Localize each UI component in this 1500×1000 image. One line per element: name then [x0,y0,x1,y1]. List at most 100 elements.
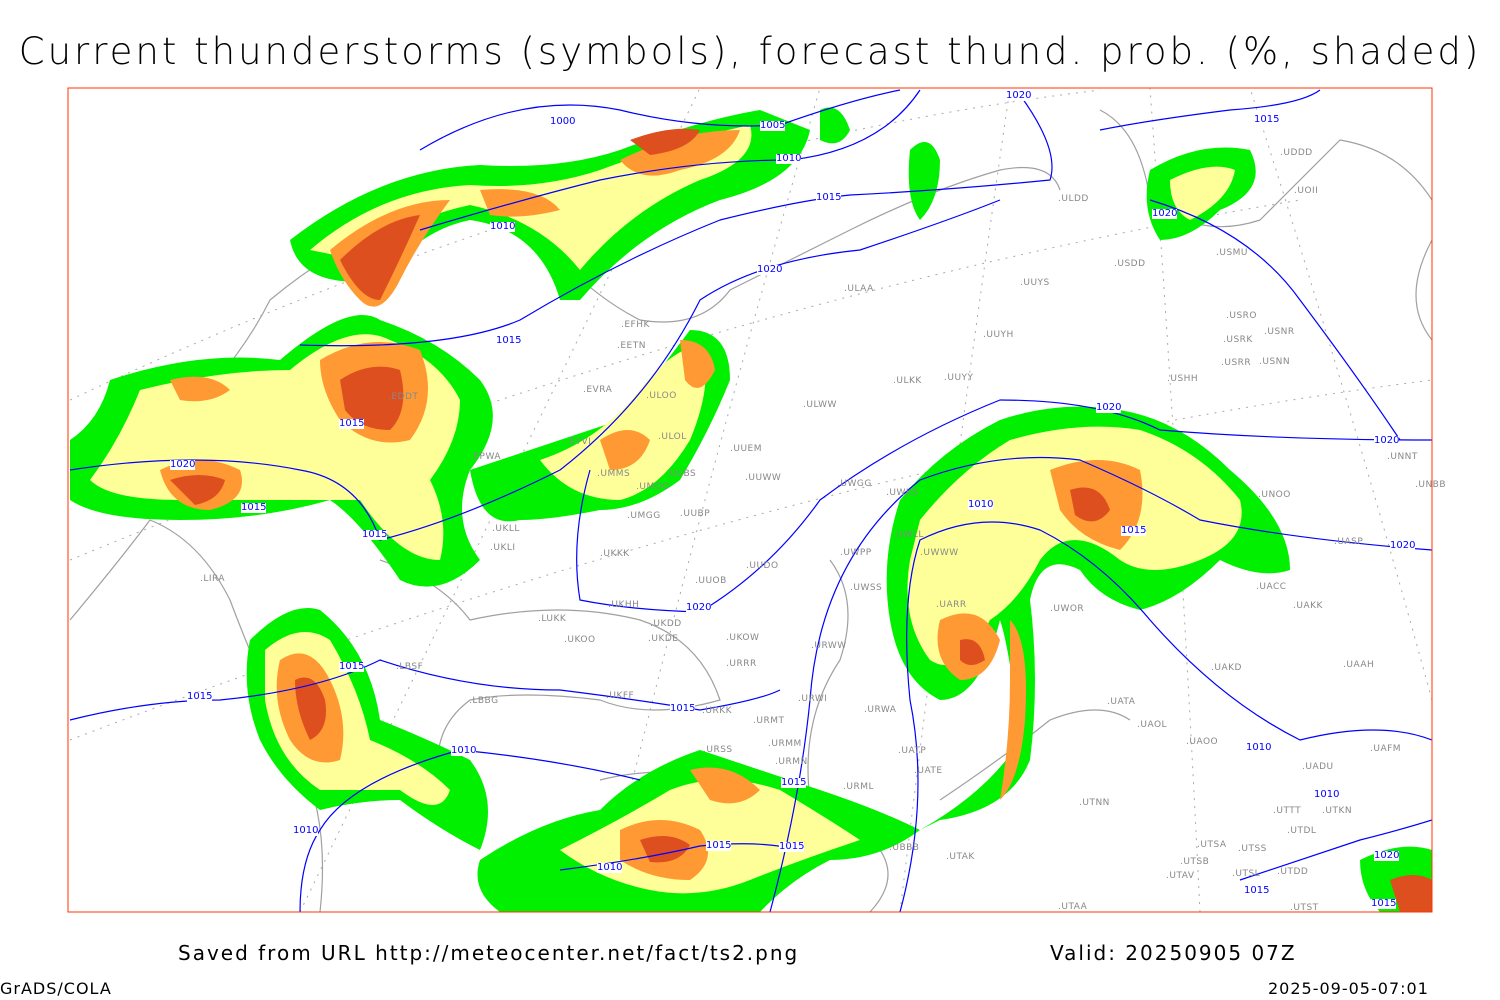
station-label: .URKK [702,706,733,716]
isobar-label: 1015 [187,691,213,702]
isobar-label: 1015 [706,840,732,851]
station-label: .UAFM [1370,744,1402,754]
station-label: .UUYY [944,373,974,383]
station-label: .UTAA [1058,902,1088,912]
station-label: .UNOO [1258,490,1291,500]
source-url-text: Saved from URL http://meteocenter.net/fa… [178,941,800,965]
isobar-label: 1010 [1314,789,1340,800]
station-label: .UKDD [650,619,682,629]
station-label: .UKOO [564,635,596,645]
station-label: .ULOL [658,432,687,442]
station-label: .UACC [1256,582,1287,592]
station-label: .UWWW [920,548,959,558]
station-label: .UUBP [680,509,711,519]
isobar-label: 1010 [968,499,994,510]
thunderstorm-probability-shading [70,107,1432,912]
station-label: .UKFF [606,691,635,701]
isobar-label: 1005 [760,120,786,131]
station-label: .UKDE [648,634,679,644]
station-label: .UTAV [1166,871,1195,881]
station-label: .USHH [1167,374,1199,384]
station-label: .USRO [1226,311,1257,321]
software-credit: GrADS/COLA [0,979,112,998]
station-label: .UAKD [1211,663,1242,673]
station-label: .UKLI [490,543,516,553]
station-label: .USDD [1114,259,1146,269]
station-label: .UTSB [1180,857,1210,867]
isobar-label: 1010 [451,745,477,756]
station-label: .UASP [1334,537,1364,547]
station-label: .URMM [768,739,802,749]
station-label: .UARR [936,600,967,610]
station-label: .URWI [798,694,828,704]
station-label: .UWPP [840,548,872,558]
station-label: .UUYH [983,330,1014,340]
isobar-label: 1015 [816,192,842,203]
station-label: .UTSL [1232,869,1261,879]
station-label: .EFHK [621,320,650,330]
isobar-label: 1020 [1390,540,1416,551]
station-label: .UAOO [1186,737,1219,747]
station-label: .UWOR [1050,604,1085,614]
station-label: .UMMS [597,469,631,479]
station-label: .UKHH [608,600,640,610]
isobar-label: 1020 [1374,435,1400,446]
station-label: .UWLL [893,530,924,540]
station-label: .EDDT [388,392,419,402]
map-title: Current thunderstorms (symbols), forecas… [18,30,1482,73]
isobar-label: 1010 [490,221,516,232]
station-label: .UKKK [600,549,630,559]
station-label: .UTST [1290,903,1319,913]
isobar-label: 1020 [170,459,196,470]
isobar-label: 1015 [1121,525,1147,536]
isobar-label: 1015 [779,841,805,852]
isobar-label: 1020 [1096,402,1122,413]
station-label: .URML [843,782,874,792]
isobar-label: 1015 [362,529,388,540]
station-label: .USNN [1259,357,1291,367]
station-label: .URMN [775,757,808,767]
isobar-label: 1020 [686,602,712,613]
isobar-label: 1010 [1246,742,1272,753]
station-label: .UDDD [1280,148,1313,158]
isobar-label: 1015 [339,661,365,672]
station-label: .UATA [1107,697,1136,707]
station-label: .UNBB [1415,480,1447,490]
station-label: .USRK [1223,335,1253,345]
station-label: .USRR [1221,358,1252,368]
valid-time-text: Valid: 20250905 07Z [1050,941,1297,965]
station-label: .UTKN [1322,806,1353,816]
isobar-label: 1015 [670,703,696,714]
station-label: .UAKK [1293,601,1323,611]
station-label: .UKLL [492,524,520,534]
station-label: .UWSS [850,583,883,593]
station-label: .UATP [898,746,927,756]
isobar-label: 1015 [781,777,807,788]
station-label: .URWW [811,641,847,651]
station-label: .UTTT [1273,806,1302,816]
station-label: .UUYS [1020,278,1050,288]
station-label: .LBBG [469,696,499,706]
station-label: .UUWW [745,473,782,483]
station-label: .UNNT [1387,452,1418,462]
isobar-label: 1020 [1152,208,1178,219]
station-label: .UAOL [1137,720,1168,730]
station-label: .UTNN [1079,798,1110,808]
isobar-label: 1015 [339,418,365,429]
station-label: .EETN [617,341,646,351]
station-label: .ULAA [844,284,874,294]
station-label: .UTSA [1197,840,1227,850]
station-label: .UMGG [627,511,661,521]
station-label: .UTSS [1238,844,1267,854]
station-label: .URSS [703,745,733,755]
isobar-label: 1015 [1371,898,1397,909]
station-label: .UKOW [726,633,760,643]
isobar-label: 1015 [241,502,267,513]
station-label: .UATE [914,766,943,776]
station-label: .UTAK [946,852,975,862]
station-label: .URRR [726,659,757,669]
station-label: .EVRA [583,385,613,395]
isobar-label: 1010 [597,862,623,873]
isobar-label: 1015 [496,335,522,346]
station-label: .USNR [1264,327,1295,337]
